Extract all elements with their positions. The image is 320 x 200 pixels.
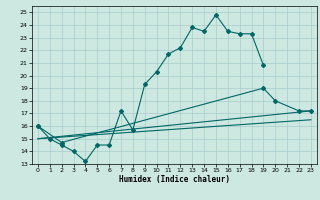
X-axis label: Humidex (Indice chaleur): Humidex (Indice chaleur) bbox=[119, 175, 230, 184]
